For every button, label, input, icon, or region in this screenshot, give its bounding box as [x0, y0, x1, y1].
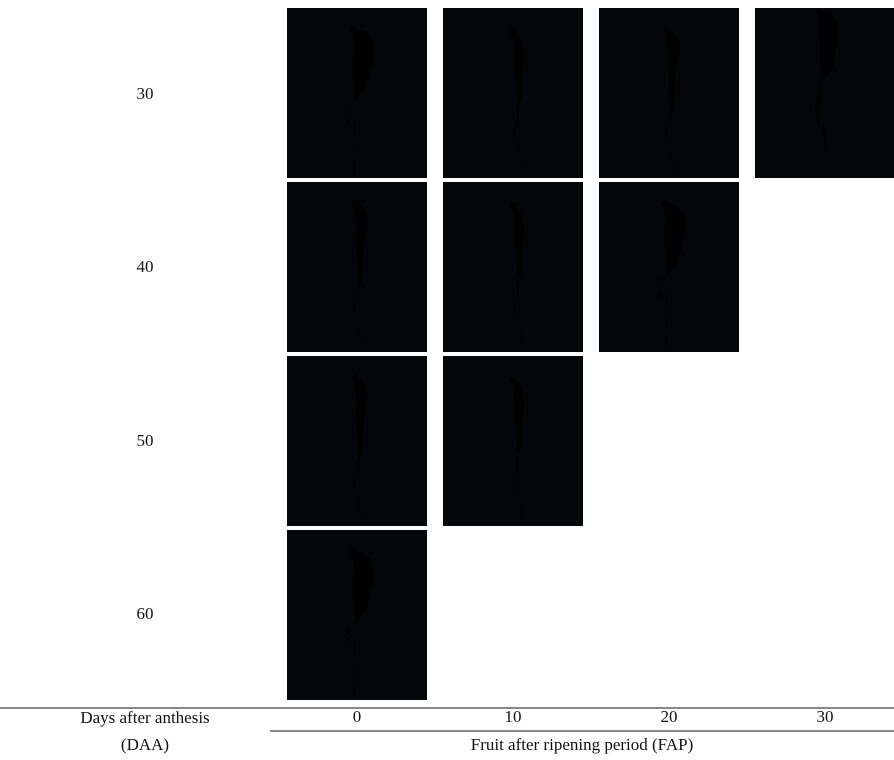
row-label: 50 — [137, 431, 154, 450]
row-axis-title: Days after anthesis — [80, 708, 209, 727]
row-label: 40 — [137, 257, 154, 276]
row-label: 30 — [137, 84, 154, 103]
column-label: 20 — [661, 707, 678, 726]
column-label: 30 — [817, 707, 834, 726]
seedling-photo — [287, 8, 894, 700]
row-axis-abbreviation: (DAA) — [121, 735, 169, 754]
row-label: 60 — [137, 604, 154, 623]
column-label: 10 — [505, 707, 522, 726]
column-axis-title: Fruit after ripening period (FAP) — [471, 735, 694, 754]
column-label: 0 — [353, 707, 362, 726]
